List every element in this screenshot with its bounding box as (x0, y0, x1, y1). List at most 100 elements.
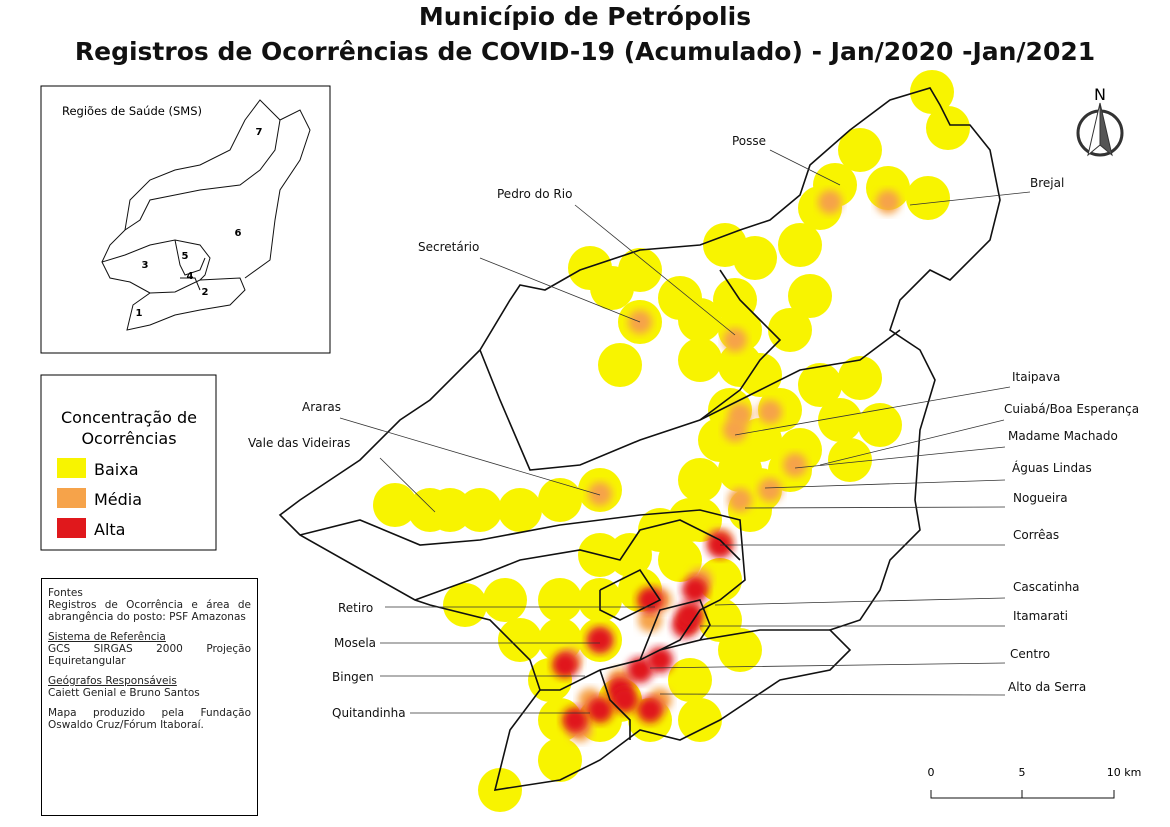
heat-low (838, 356, 882, 400)
place-label: Mosela (334, 636, 376, 650)
heat-mid (728, 403, 752, 427)
source-block: Sistema de Referência GCS SIRGAS 2000 Pro… (48, 631, 251, 667)
place-label: Alto da Serra (1008, 680, 1086, 694)
leader-line (819, 419, 1005, 466)
region-number: 6 (235, 228, 242, 239)
heat-high (627, 657, 653, 683)
region-number: 7 (256, 127, 263, 138)
heat-low (590, 266, 634, 310)
heat-low (443, 583, 487, 627)
place-label: Cuiabá/Boa Esperança (1004, 402, 1139, 416)
heat-mid (783, 453, 807, 477)
scale-bar (930, 790, 1115, 799)
heat-high (587, 697, 613, 723)
place-label: Nogueira (1013, 491, 1068, 505)
heat-high (677, 602, 703, 628)
heat-low (538, 738, 582, 782)
heat-low (798, 363, 842, 407)
heat-mid (758, 478, 782, 502)
heat-low (538, 578, 582, 622)
heat-low (788, 274, 832, 318)
sources-box: Fontes Registros de Ocorrência e área de … (41, 578, 258, 816)
legend-label: Média (94, 490, 142, 509)
legend-swatch (57, 458, 86, 478)
source-heading: Fontes (48, 587, 83, 599)
place-label: Posse (732, 134, 766, 148)
legend-label: Alta (94, 520, 125, 539)
heat-mid (876, 190, 900, 214)
heat-low (668, 658, 712, 702)
region-number: 1 (136, 308, 143, 319)
leader-line (649, 662, 1006, 669)
heat-low (733, 236, 777, 280)
place-label: Centro (1010, 647, 1050, 661)
place-label: Cascatinha (1013, 580, 1080, 594)
heat-low (738, 353, 782, 397)
place-label: Araras (302, 400, 341, 414)
place-label: Corrêas (1013, 528, 1059, 542)
heat-low (678, 298, 722, 342)
heat-low (658, 538, 702, 582)
inset-title: Regiões de Saúde (SMS) (62, 104, 202, 118)
place-label: Itaipava (1012, 370, 1060, 384)
inset-box (40, 85, 331, 354)
heat-high (562, 707, 588, 733)
region-number: 4 (187, 271, 194, 282)
legend-swatch (57, 488, 86, 508)
region-number: 2 (202, 287, 209, 298)
heat-low (718, 628, 762, 672)
boundaries (278, 87, 1001, 791)
heat-mid (588, 482, 612, 506)
scale-label: 10 km (1107, 766, 1142, 779)
heat-low (608, 533, 652, 577)
place-label: Secretário (418, 240, 479, 254)
heat-layer (373, 70, 970, 812)
place-label: Itamarati (1013, 609, 1068, 623)
leader-line (339, 417, 601, 496)
leader-line (764, 479, 1006, 489)
place-label: Águas Lindas (1012, 460, 1092, 475)
heat-mid (818, 190, 842, 214)
source-text: Registros de Ocorrência e área de abrang… (48, 599, 251, 623)
scale-label: 0 (928, 766, 935, 779)
place-label: Pedro do Rio (497, 187, 572, 201)
source-text: GCS SIRGAS 2000 Projeção Equiretangular (48, 643, 251, 667)
legend-title: Concentração de Ocorrências (61, 408, 197, 448)
place-label: Madame Machado (1008, 429, 1118, 443)
source-heading: Sistema de Referência (48, 631, 166, 643)
leader-line (379, 457, 436, 513)
heat-low (818, 398, 862, 442)
heat-low (678, 338, 722, 382)
heat-mid (728, 488, 752, 512)
leader-line (744, 506, 1006, 509)
heat-low (598, 343, 642, 387)
leader-line (659, 693, 1006, 696)
north-arrow: N (1076, 85, 1124, 157)
source-heading: Mapa produzido pela Fundação Oswaldo Cru… (48, 707, 251, 731)
heat-low (926, 106, 970, 150)
heat-mid (638, 608, 662, 632)
region-number: 3 (142, 260, 149, 271)
heat-high (612, 687, 638, 713)
heat-low (408, 488, 452, 532)
heat-low (538, 478, 582, 522)
heat-low (778, 223, 822, 267)
legend-swatch (57, 518, 86, 538)
title-line: Município de Petrópolis (419, 2, 751, 31)
place-label: Vale das Videiras (248, 436, 350, 450)
leader-line (479, 257, 641, 323)
heat-low (828, 438, 872, 482)
leader-line (734, 386, 1011, 436)
leader-line (794, 446, 1006, 469)
heat-low (678, 458, 722, 502)
scale-label: 5 (1019, 766, 1026, 779)
heat-low (483, 578, 527, 622)
source-block: Mapa produzido pela Fundação Oswaldo Cru… (48, 707, 251, 731)
place-label: Quitandinha (332, 706, 406, 720)
title-line: Registros de Ocorrências de COVID-19 (Ac… (75, 37, 1095, 66)
heat-mid (758, 400, 782, 424)
place-label: Retiro (338, 601, 373, 615)
heat-high (587, 627, 613, 653)
